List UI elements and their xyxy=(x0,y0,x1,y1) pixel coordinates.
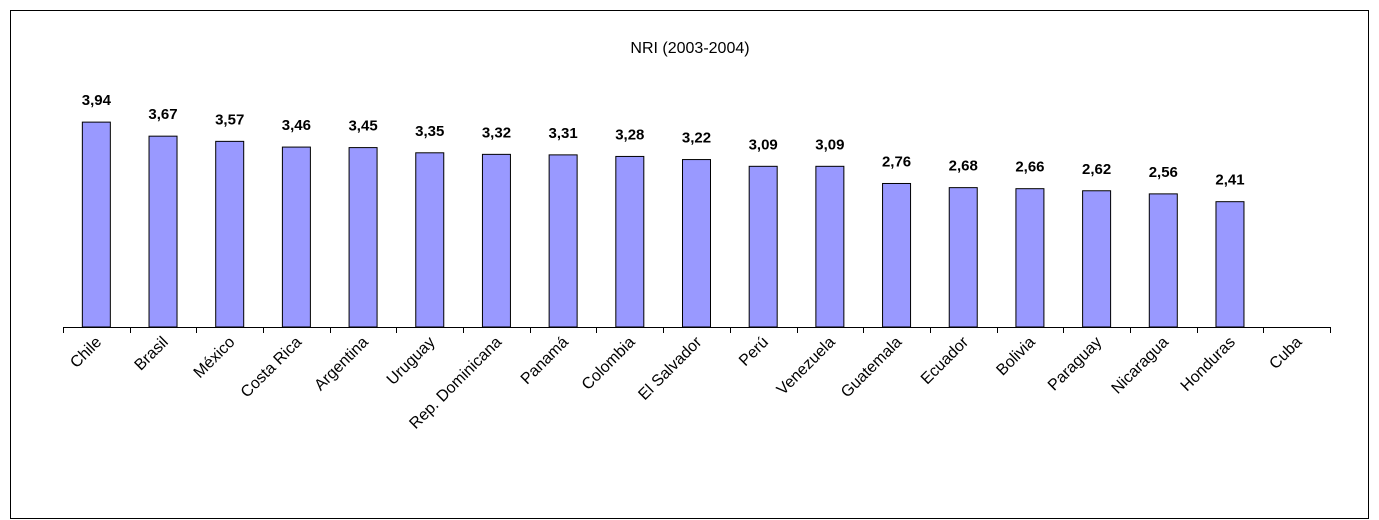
bar xyxy=(682,159,711,328)
bar xyxy=(882,182,912,328)
value-label: 3,94 xyxy=(82,92,112,109)
bar xyxy=(548,154,578,328)
bar xyxy=(481,153,511,328)
value-label: 3,46 xyxy=(282,117,311,134)
bar xyxy=(415,152,445,328)
bar xyxy=(281,146,311,328)
value-label: 2,68 xyxy=(949,158,978,175)
value-label: 3,28 xyxy=(615,126,644,143)
value-label: 3,57 xyxy=(215,111,244,128)
bar xyxy=(615,155,645,328)
bar xyxy=(1015,188,1045,328)
value-label: 2,76 xyxy=(882,153,911,170)
chart-title: NRI (2003-2004) xyxy=(630,40,749,57)
value-label: 3,35 xyxy=(415,123,444,140)
value-label: 2,41 xyxy=(1215,172,1244,189)
value-label: 3,32 xyxy=(482,124,511,141)
value-label: 3,31 xyxy=(549,125,578,142)
value-label: 2,66 xyxy=(1015,159,1044,176)
bar xyxy=(1082,190,1112,328)
bar xyxy=(748,165,778,328)
value-label: 3,09 xyxy=(749,136,778,153)
bar xyxy=(348,147,378,328)
bar xyxy=(1148,193,1178,328)
value-label: 2,62 xyxy=(1082,161,1111,178)
bar xyxy=(1215,201,1245,328)
value-label: 3,22 xyxy=(682,130,711,147)
value-label: 3,09 xyxy=(815,136,844,153)
value-label: 3,67 xyxy=(148,106,177,123)
bar xyxy=(215,140,245,328)
bar xyxy=(815,165,845,328)
bar xyxy=(148,135,178,328)
bar xyxy=(81,121,111,328)
value-label: 3,45 xyxy=(348,118,377,135)
bar xyxy=(948,187,978,328)
value-label: 2,56 xyxy=(1149,164,1178,181)
